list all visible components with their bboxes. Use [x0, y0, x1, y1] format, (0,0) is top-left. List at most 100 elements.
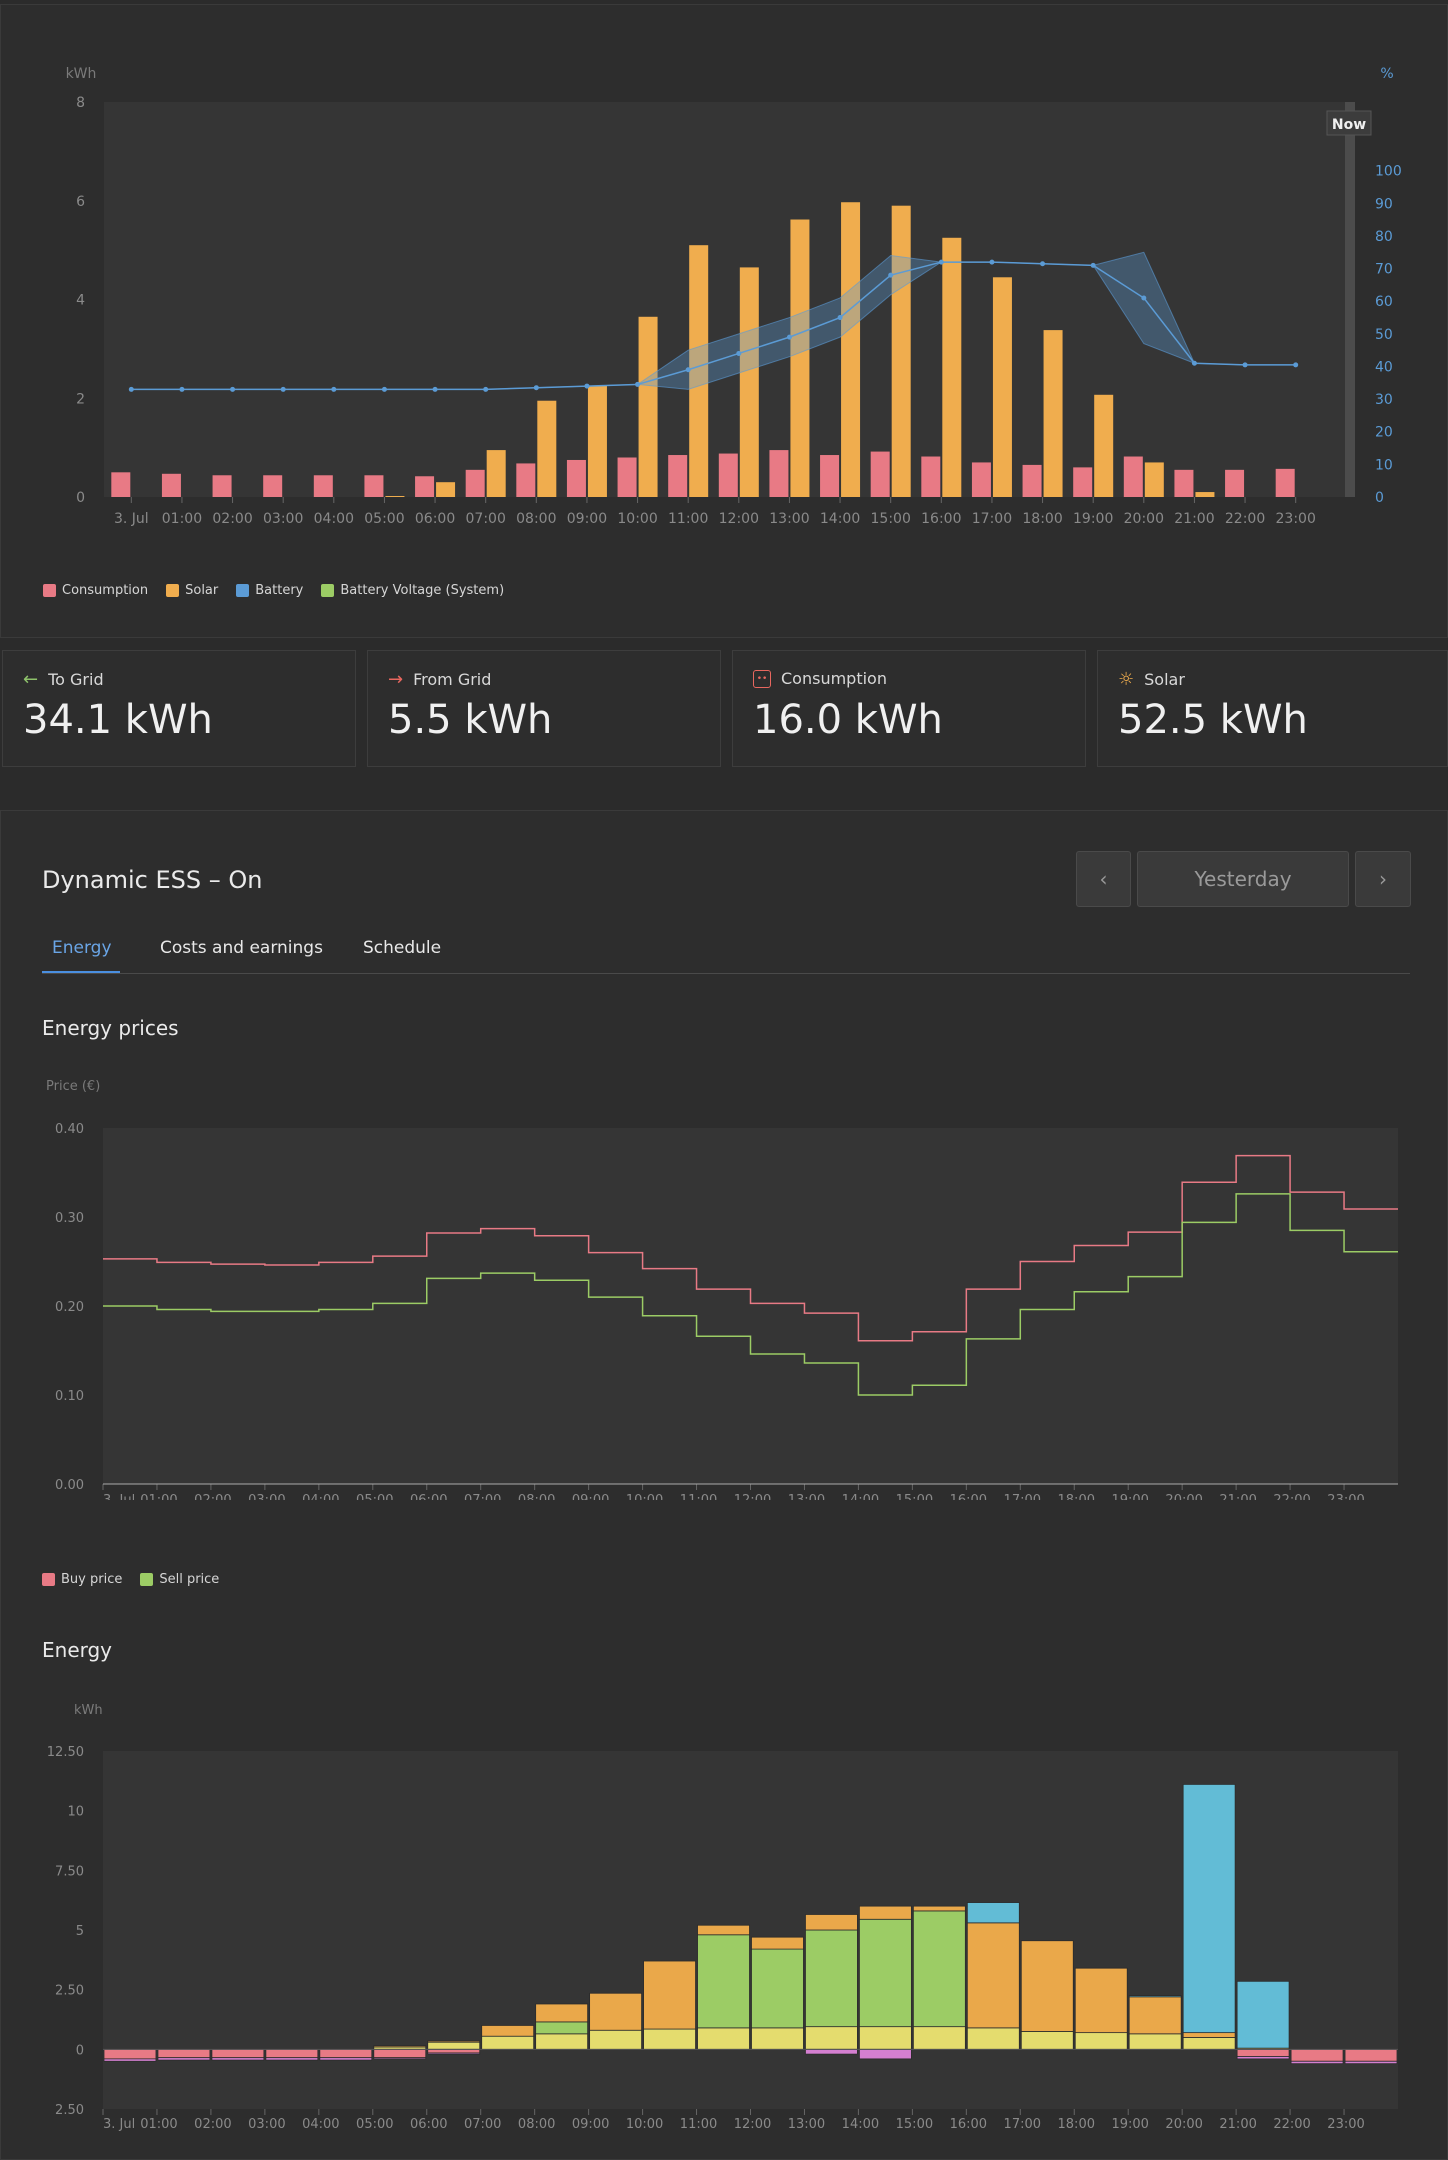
energy-bar-yellow: [643, 2028, 696, 2050]
sun-icon: ☼: [1118, 669, 1135, 690]
x-axis-tick: 02:00: [194, 2117, 231, 2132]
solar-bar: [689, 245, 709, 497]
x-axis-tick: 11:00: [680, 2117, 717, 2132]
x-axis-tick: 23:00: [1276, 511, 1316, 527]
x-axis-tick: 09:00: [567, 511, 607, 527]
energy-bar-orange: [805, 1914, 858, 1931]
battery-point: [736, 350, 742, 356]
stat-value: 5.5 kWh: [388, 697, 553, 743]
energy-bar-magenta: [157, 2057, 211, 2061]
right-axis-tick: 70: [1375, 262, 1393, 278]
x-axis-tick: 09:00: [572, 1493, 609, 1500]
x-axis-tick: 04:00: [314, 511, 354, 527]
battery-point: [179, 386, 185, 392]
tab-schedule[interactable]: Schedule: [363, 938, 442, 958]
y-axis-tick: 0.00: [55, 1478, 84, 1493]
solar-bar: [587, 385, 607, 497]
left-axis-unit: kWh: [66, 66, 97, 82]
solar-bar: [385, 496, 405, 497]
x-axis-tick: 05:00: [356, 1493, 393, 1500]
now-indicator: [1345, 102, 1355, 497]
energy-bar-yellow: [751, 2027, 804, 2050]
energy-bar-blue: [1128, 1995, 1182, 1998]
energy-title: Energy: [42, 1638, 113, 1662]
x-axis-tick: 04:00: [302, 1493, 339, 1500]
x-axis-tick: 15:00: [871, 511, 911, 527]
battery-point: [128, 386, 134, 392]
energy-bar-orange: [966, 1922, 1020, 2029]
x-axis-tick: 13:00: [788, 1493, 825, 1500]
solar-bar: [1043, 330, 1063, 497]
arrow-right-icon: →: [388, 669, 404, 690]
energy-bar-yellow: [535, 2033, 589, 2050]
x-axis-tick: 03:00: [263, 511, 303, 527]
prev-day-button[interactable]: ‹: [1076, 851, 1131, 907]
x-axis-tick: 05:00: [364, 511, 404, 527]
legend-item[interactable]: Battery: [236, 583, 303, 598]
x-axis-tick: 16:00: [921, 511, 961, 527]
stat-value: 52.5 kWh: [1118, 697, 1308, 743]
date-picker-button[interactable]: Yesterday: [1137, 851, 1349, 907]
y-axis-tick: 0.20: [55, 1300, 84, 1315]
energy-bar-orange: [427, 2040, 481, 2043]
energy-bar-yellow: [1182, 2036, 1236, 2050]
x-axis-tick: 02:00: [212, 511, 252, 527]
energy-bar-magenta: [103, 2058, 157, 2062]
battery-point: [1040, 261, 1046, 267]
x-axis-tick: 20:00: [1165, 2117, 1202, 2132]
energy-bar-yellow: [697, 2027, 750, 2050]
consumption-bar: [921, 456, 941, 497]
x-axis-tick: 15:00: [896, 1493, 933, 1500]
consumption-bar: [1022, 464, 1042, 497]
battery-point: [584, 383, 590, 389]
x-axis-tick: 11:00: [668, 511, 708, 527]
legend-item[interactable]: Consumption: [43, 583, 148, 598]
next-day-button[interactable]: ›: [1355, 851, 1411, 907]
legend-label: Battery Voltage (System): [340, 583, 505, 598]
legend-swatch: [42, 1573, 55, 1586]
legend-item[interactable]: Sell price: [140, 1572, 219, 1587]
legend-label: Buy price: [61, 1572, 123, 1587]
x-axis-tick: 01:00: [162, 511, 202, 527]
energy-bar-orange: [373, 2045, 427, 2048]
energy-bar-green: [751, 1948, 804, 2029]
legend-swatch: [166, 584, 180, 597]
energy-prices-title: Energy prices: [42, 1016, 179, 1040]
consumption-bar: [971, 462, 991, 497]
consumption-bar: [668, 455, 688, 497]
x-axis-tick: 03:00: [248, 1493, 285, 1500]
tab-energy[interactable]: Energy: [52, 938, 112, 958]
stat-value: 34.1 kWh: [23, 697, 213, 743]
solar-bar: [891, 205, 911, 497]
overview-panel: kWh% 8 6 4 2 0 100 90 80 70 60 50 40 30 20 10 0 3. Jul 01:…: [0, 4, 1448, 638]
energy-bar-pink: [1290, 2048, 1344, 2062]
energy-prices-legend: Buy price Sell price: [42, 1572, 219, 1587]
legend-item[interactable]: Buy price: [42, 1572, 122, 1587]
energy-bar-orange: [535, 2003, 589, 2023]
right-axis-tick: 60: [1375, 294, 1393, 310]
legend-swatch: [43, 584, 56, 597]
battery-point: [280, 386, 286, 392]
tab-costs-and-earnings[interactable]: Costs and earnings: [160, 938, 323, 958]
x-axis-tick: 17:00: [1004, 1493, 1041, 1500]
x-axis-tick: 23:00: [1327, 1493, 1364, 1500]
energy-bar-yellow: [1020, 2031, 1074, 2050]
energy-bar-magenta: [859, 2048, 912, 2060]
energy-bar-yellow: [589, 2029, 642, 2050]
legend-item[interactable]: Solar: [166, 583, 218, 598]
energy-bar-orange: [1128, 1996, 1182, 2035]
energy-bar-magenta: [373, 2057, 427, 2060]
x-axis-tick: 15:00: [896, 2117, 933, 2132]
legend-item[interactable]: Battery Voltage (System): [321, 583, 504, 598]
x-axis-tick: 17:00: [1004, 2117, 1041, 2132]
battery-point: [888, 272, 894, 278]
energy-bar-orange: [1074, 1967, 1128, 2034]
consumption-bar: [364, 475, 384, 497]
x-axis-tick: 18:00: [1058, 1493, 1095, 1500]
energy-bar-yellow: [912, 2026, 966, 2050]
y-axis-tick: 0: [76, 2043, 84, 2058]
overview-legend: Consumption Solar Battery Battery Voltage (…: [43, 583, 504, 598]
battery-point: [230, 386, 236, 392]
battery-point: [786, 334, 792, 340]
x-axis-tick: 03:00: [248, 2117, 285, 2132]
